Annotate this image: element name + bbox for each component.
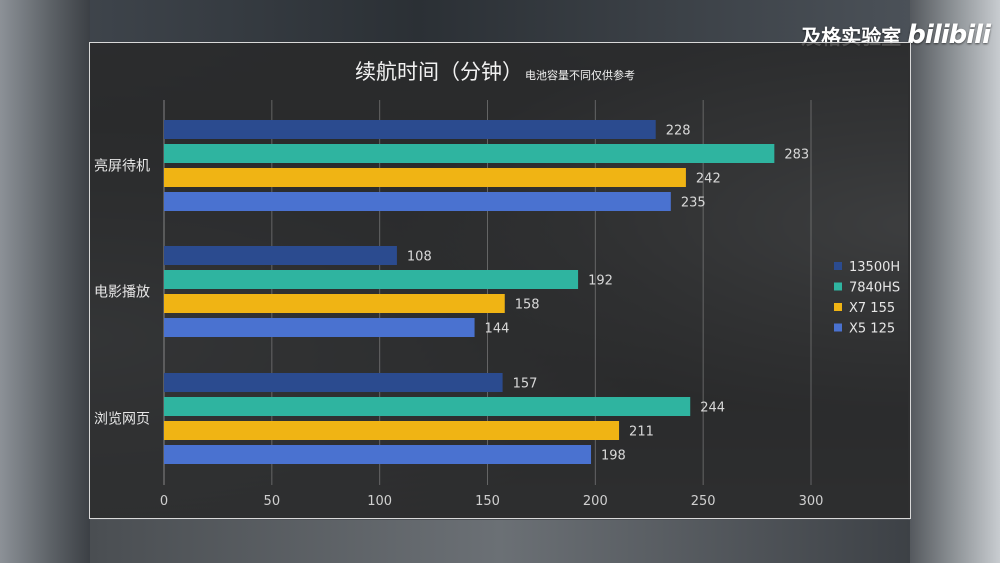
value-label: 144 (485, 322, 510, 337)
bar (164, 318, 475, 337)
bar (164, 168, 686, 187)
x-tick-label: 100 (367, 494, 392, 509)
x-tick-label: 0 (160, 494, 168, 509)
x-tick-label: 50 (264, 494, 281, 509)
category-label: 浏览网页 (94, 412, 150, 428)
bar (164, 294, 505, 313)
value-label: 283 (784, 148, 809, 163)
legend: 13500H 7840HS X7 155 X5 125 (834, 260, 900, 337)
bar (164, 120, 656, 139)
bar (164, 192, 671, 211)
x-tick-label: 250 (691, 494, 716, 509)
legend-label: X5 125 (849, 322, 895, 337)
value-label: 158 (515, 298, 540, 313)
gridlines (163, 100, 812, 485)
legend-label: X7 155 (849, 301, 895, 316)
legend-swatch (834, 262, 842, 270)
background-right (908, 0, 1000, 563)
value-label: 108 (407, 250, 432, 265)
category-label: 亮屏待机 (94, 158, 150, 175)
bar (164, 445, 592, 464)
bar (164, 144, 775, 163)
bar (164, 270, 579, 289)
legend-swatch (834, 303, 842, 311)
bar (164, 421, 620, 440)
value-label: 242 (696, 172, 721, 187)
chart-title: 续航时间（分钟） (355, 60, 523, 84)
value-label: 235 (681, 196, 706, 211)
value-label: 244 (700, 401, 725, 416)
legend-label: 13500H (849, 260, 900, 275)
value-label: 157 (513, 377, 538, 392)
bars (164, 120, 775, 464)
chart-subtitle: 电池容量不同仅供参考 (525, 69, 635, 82)
value-label: 198 (601, 449, 626, 464)
x-tick-label: 150 (475, 494, 500, 509)
bar (164, 397, 691, 416)
x-tick-label: 200 (583, 494, 608, 509)
value-label: 192 (588, 274, 613, 289)
bar (164, 373, 503, 392)
bilibili-logo: bilibili (907, 20, 991, 50)
chart-title-block: 续航时间（分钟） 电池容量不同仅供参考 (355, 56, 635, 86)
legend-swatch (834, 282, 842, 291)
value-label: 228 (666, 124, 691, 139)
background-bottom (90, 520, 910, 563)
x-tick-label: 300 (799, 494, 824, 509)
x-tick-labels: 0 50 100 150 200 250 300 (160, 494, 824, 509)
legend-swatch (834, 323, 842, 332)
background-top (90, 0, 910, 42)
value-label: 211 (629, 425, 654, 440)
legend-label: 7840HS (849, 281, 900, 296)
background-left (0, 0, 90, 563)
category-label: 电影播放 (94, 285, 150, 301)
bar (164, 246, 397, 265)
